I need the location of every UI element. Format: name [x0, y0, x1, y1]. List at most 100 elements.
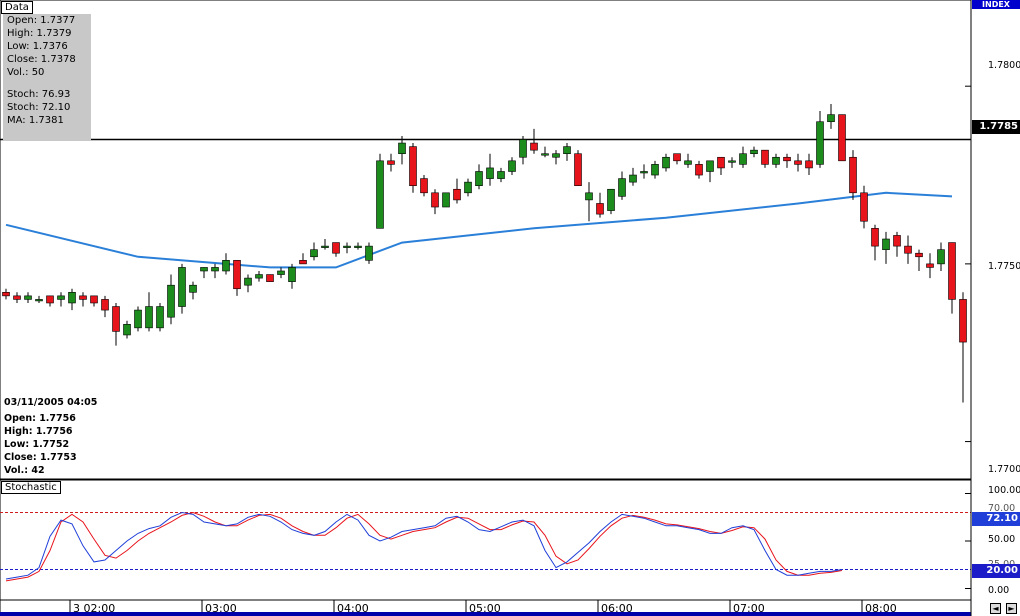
candle-body-up: [508, 160, 516, 172]
ohlc-close: Close: 1.7378: [7, 54, 76, 65]
data-panel-tab[interactable]: Data: [1, 1, 33, 14]
scroll-left-button[interactable]: ◄: [990, 603, 1001, 614]
candle: [629, 167, 637, 186]
candle: [849, 150, 857, 200]
candle-body-up: [376, 160, 384, 229]
candle-body-up: [464, 181, 472, 194]
candle-body-up: [739, 153, 747, 165]
candle: [442, 192, 450, 208]
candle: [761, 149, 769, 168]
candle-body-up: [398, 142, 406, 155]
candle-body-down: [420, 178, 428, 194]
candle-body-up: [156, 306, 164, 329]
ohlc-high: High: 1.7379: [7, 28, 72, 39]
candle-body-down: [893, 235, 901, 247]
candle-body-up: [145, 306, 153, 329]
candle-body-up: [706, 160, 714, 172]
candle-body-down: [794, 160, 802, 165]
candle: [277, 267, 285, 279]
candle-body-up: [629, 174, 637, 183]
candle: [233, 260, 241, 296]
candle: [299, 253, 307, 265]
candle: [750, 146, 758, 158]
stochastic-panel: [0, 479, 972, 601]
candle-body-up: [651, 164, 659, 176]
candle-body-down: [959, 299, 967, 343]
candle-body-down: [926, 263, 934, 268]
candle-body-up: [310, 249, 318, 258]
candle-body-down: [387, 160, 395, 165]
candle: [860, 185, 868, 229]
candle: [420, 175, 428, 197]
hover-date: 03/11/2005 04:05: [4, 397, 98, 408]
candle-body-down: [948, 242, 956, 300]
candle-body-up: [827, 114, 835, 123]
candle: [101, 295, 109, 318]
stochastic-axis-ticks: [965, 493, 971, 589]
candle: [211, 263, 219, 279]
candle-body-down: [805, 160, 813, 169]
candle-body-down: [233, 260, 241, 290]
candle: [310, 242, 318, 261]
ohlc-info-box: Open: 1.7377 High: 1.7379 Low: 1.7376 Cl…: [3, 14, 91, 141]
time-tick-label: 07:00: [733, 602, 765, 615]
candle-body-down: [530, 142, 538, 151]
price-axis-ticks: [965, 85, 971, 443]
candle: [706, 160, 714, 183]
ohlc-stoch-1: Stoch: 76.93: [7, 89, 71, 100]
candle: [156, 302, 164, 332]
candle: [46, 295, 54, 307]
candle-body-up: [68, 292, 76, 304]
candle-body-up: [343, 245, 351, 248]
candle-body-down: [453, 188, 461, 201]
candle-body-down: [761, 149, 769, 165]
ohlc-stoch-2: Stoch: 72.10: [7, 102, 71, 113]
candle-body-down: [299, 260, 307, 265]
candle-body-up: [134, 309, 142, 329]
candle-body-down: [101, 299, 109, 311]
stoch-tick-label: 50.00: [988, 534, 1016, 545]
candle: [695, 160, 703, 179]
candle-body-down: [596, 203, 604, 215]
candle: [541, 146, 549, 158]
candle: [937, 242, 945, 271]
candle-body-down: [860, 192, 868, 222]
candle-body-up: [35, 299, 43, 302]
stoch-tick-label: 100.00: [988, 485, 1020, 496]
stochastic-plot-area: [0, 479, 972, 601]
stoch-lower-label: 20.00: [972, 564, 1020, 578]
stochastic-k-line: [5, 511, 843, 580]
candle: [596, 192, 604, 218]
candle: [662, 153, 670, 172]
candle: [552, 150, 560, 165]
candle: [90, 295, 98, 307]
scroll-right-button[interactable]: ►: [1006, 603, 1017, 614]
candle-body-down: [13, 295, 21, 300]
candle-body-down: [332, 242, 340, 254]
candle-body-up: [937, 249, 945, 265]
candle-body-up: [585, 192, 593, 201]
candle: [673, 153, 681, 165]
candle-body-up: [750, 149, 758, 155]
candle: [904, 235, 912, 264]
candle-body-down: [409, 146, 417, 186]
candle-body-up: [486, 167, 494, 179]
time-axis-scroll-track[interactable]: [0, 612, 971, 616]
candle: [893, 231, 901, 257]
hover-info-box: 03/11/2005 04:05 Open: 1.7756 High: 1.77…: [4, 396, 124, 477]
candle: [838, 114, 846, 162]
candle: [431, 189, 439, 215]
candle-body-up: [189, 284, 197, 293]
candle: [783, 153, 791, 168]
candle-body-down: [2, 292, 10, 297]
candle: [882, 231, 890, 264]
hover-volume: Vol.: 42: [4, 465, 45, 476]
stoch-tick-label: 0.00: [988, 585, 1010, 596]
candle-body-up: [442, 192, 450, 208]
candle: [684, 153, 692, 168]
time-tick-label: 06:00: [601, 602, 633, 615]
resistance-level-label: 1.7785: [972, 120, 1020, 134]
stochastic-panel-tab[interactable]: Stochastic: [1, 481, 61, 494]
candle-body-up: [519, 139, 527, 158]
candle-body-up: [662, 156, 670, 169]
